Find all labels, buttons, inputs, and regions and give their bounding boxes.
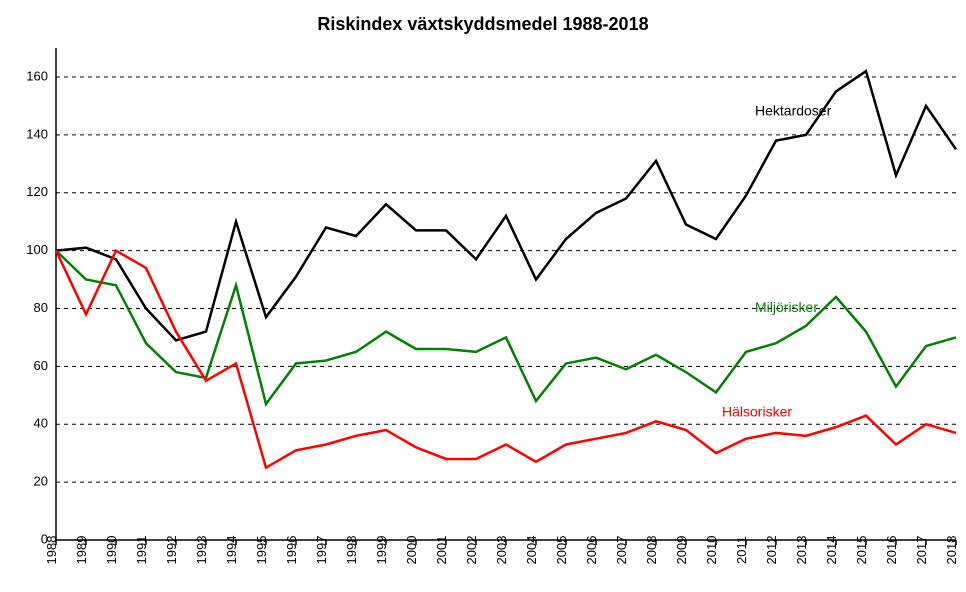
x-tick-label: 2002 bbox=[464, 536, 479, 565]
y-tick-label: 80 bbox=[34, 300, 48, 315]
x-tick-label: 1993 bbox=[194, 536, 209, 565]
x-tick-label: 2018 bbox=[944, 536, 959, 565]
x-tick-label: 2004 bbox=[524, 536, 539, 565]
x-tick-label: 1995 bbox=[254, 536, 269, 565]
x-tick-label: 1991 bbox=[134, 536, 149, 565]
x-tick-label: 2011 bbox=[734, 536, 749, 564]
y-tick-label: 20 bbox=[34, 474, 48, 489]
y-tick-label: 100 bbox=[26, 242, 48, 257]
x-tick-label: 2016 bbox=[884, 536, 899, 565]
series-label-hälsorisker: Hälsorisker bbox=[722, 403, 792, 419]
series-label-hektardoser: Hektardoser bbox=[755, 102, 832, 118]
series-hälsorisker bbox=[56, 251, 956, 468]
x-tick-label: 2013 bbox=[794, 536, 809, 565]
x-tick-label: 1994 bbox=[224, 536, 239, 565]
x-tick-label: 2009 bbox=[674, 536, 689, 565]
x-tick-label: 2000 bbox=[404, 536, 419, 565]
x-tick-label: 1996 bbox=[284, 536, 299, 565]
x-tick-label: 1990 bbox=[104, 536, 119, 565]
x-tick-label: 2014 bbox=[824, 536, 839, 565]
y-tick-label: 60 bbox=[34, 358, 48, 373]
x-tick-label: 1997 bbox=[314, 536, 329, 565]
x-tick-label: 2012 bbox=[764, 536, 779, 565]
y-tick-label: 120 bbox=[26, 184, 48, 199]
chart-container: Riskindex växtskyddsmedel 1988-2018 0204… bbox=[0, 0, 966, 592]
x-tick-label: 2001 bbox=[434, 536, 449, 565]
x-tick-label: 2017 bbox=[914, 536, 929, 565]
x-tick-label: 2006 bbox=[584, 536, 599, 565]
chart-title: Riskindex växtskyddsmedel 1988-2018 bbox=[0, 14, 966, 35]
x-tick-label: 2008 bbox=[644, 536, 659, 565]
x-tick-label: 2010 bbox=[704, 536, 719, 565]
x-tick-label: 1988 bbox=[44, 536, 59, 565]
x-tick-label: 1992 bbox=[164, 536, 179, 565]
x-tick-label: 1998 bbox=[344, 536, 359, 565]
x-tick-label: 2015 bbox=[854, 536, 869, 565]
series-miljörisker bbox=[56, 251, 956, 404]
series-label-miljörisker: Miljörisker bbox=[755, 299, 818, 315]
y-tick-label: 140 bbox=[26, 126, 48, 141]
x-tick-label: 2005 bbox=[554, 536, 569, 565]
y-tick-label: 40 bbox=[34, 416, 48, 431]
x-tick-label: 2003 bbox=[494, 536, 509, 565]
x-tick-label: 2007 bbox=[614, 536, 629, 565]
x-tick-label: 1999 bbox=[374, 536, 389, 565]
line-chart: 0204060801001201401601988198919901991199… bbox=[0, 0, 966, 592]
y-tick-label: 160 bbox=[26, 68, 48, 83]
x-tick-label: 1989 bbox=[74, 536, 89, 565]
